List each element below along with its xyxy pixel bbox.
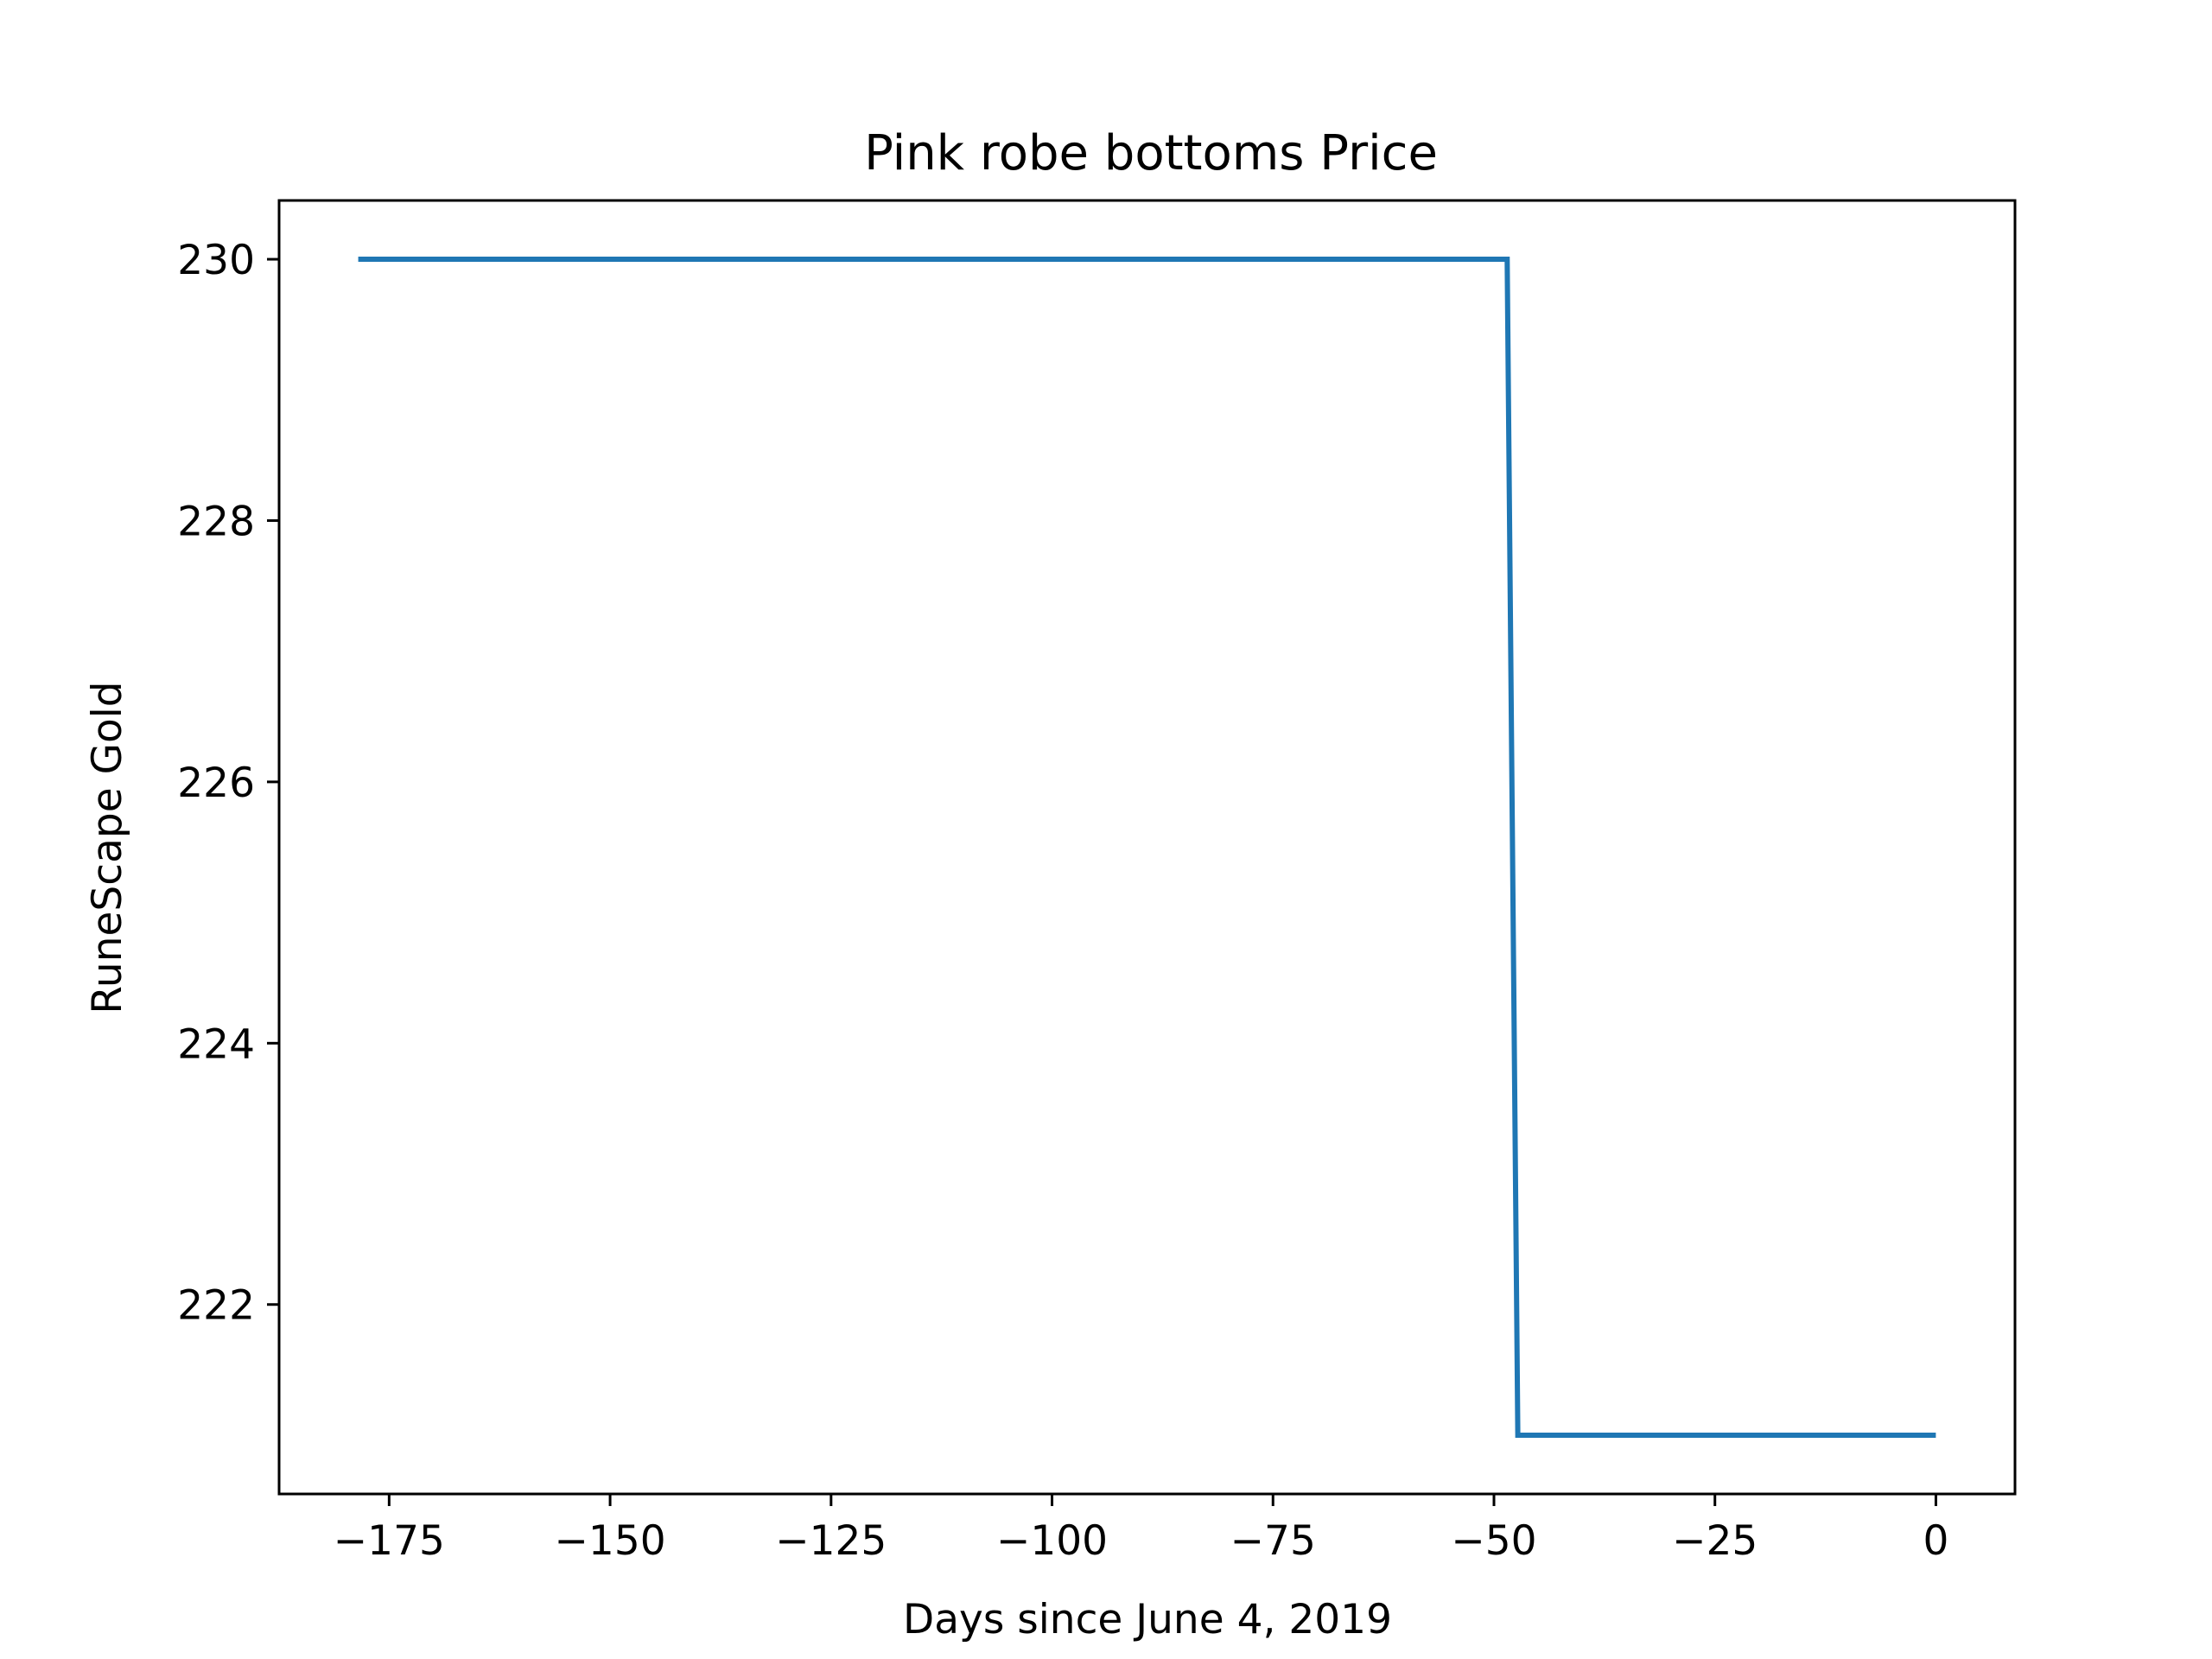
x-tick-label: −100 — [996, 1517, 1108, 1565]
x-tick-label: −125 — [775, 1517, 887, 1565]
y-tick-label: 222 — [177, 1282, 255, 1330]
x-tick-label: −175 — [334, 1517, 445, 1565]
y-tick-label: 228 — [177, 498, 255, 545]
y-axis: 222 224 226 228 230 — [177, 237, 279, 1330]
plot-frame — [277, 199, 2017, 1496]
series-line-0 — [358, 257, 1936, 1438]
chart-title: Pink robe bottoms Price — [864, 125, 1438, 181]
y-tick-label: 230 — [177, 237, 255, 284]
x-tick-label: −75 — [1230, 1517, 1316, 1565]
x-tick-label: −25 — [1672, 1517, 1758, 1565]
y-tick-label: 226 — [177, 760, 255, 807]
plot-area — [277, 199, 2017, 1496]
x-axis-label: Days since June 4, 2019 — [903, 1596, 1392, 1643]
x-axis: −175 −150 −125 −100 −75 −50 −25 0 — [334, 1494, 1948, 1565]
series-layer — [358, 257, 1936, 1438]
x-tick-label: −150 — [555, 1517, 666, 1565]
y-axis-label: RuneScape Gold — [84, 681, 131, 1014]
x-tick-label: −50 — [1451, 1517, 1536, 1565]
y-tick-label: 224 — [177, 1020, 255, 1068]
x-tick-label: 0 — [1923, 1517, 1948, 1565]
